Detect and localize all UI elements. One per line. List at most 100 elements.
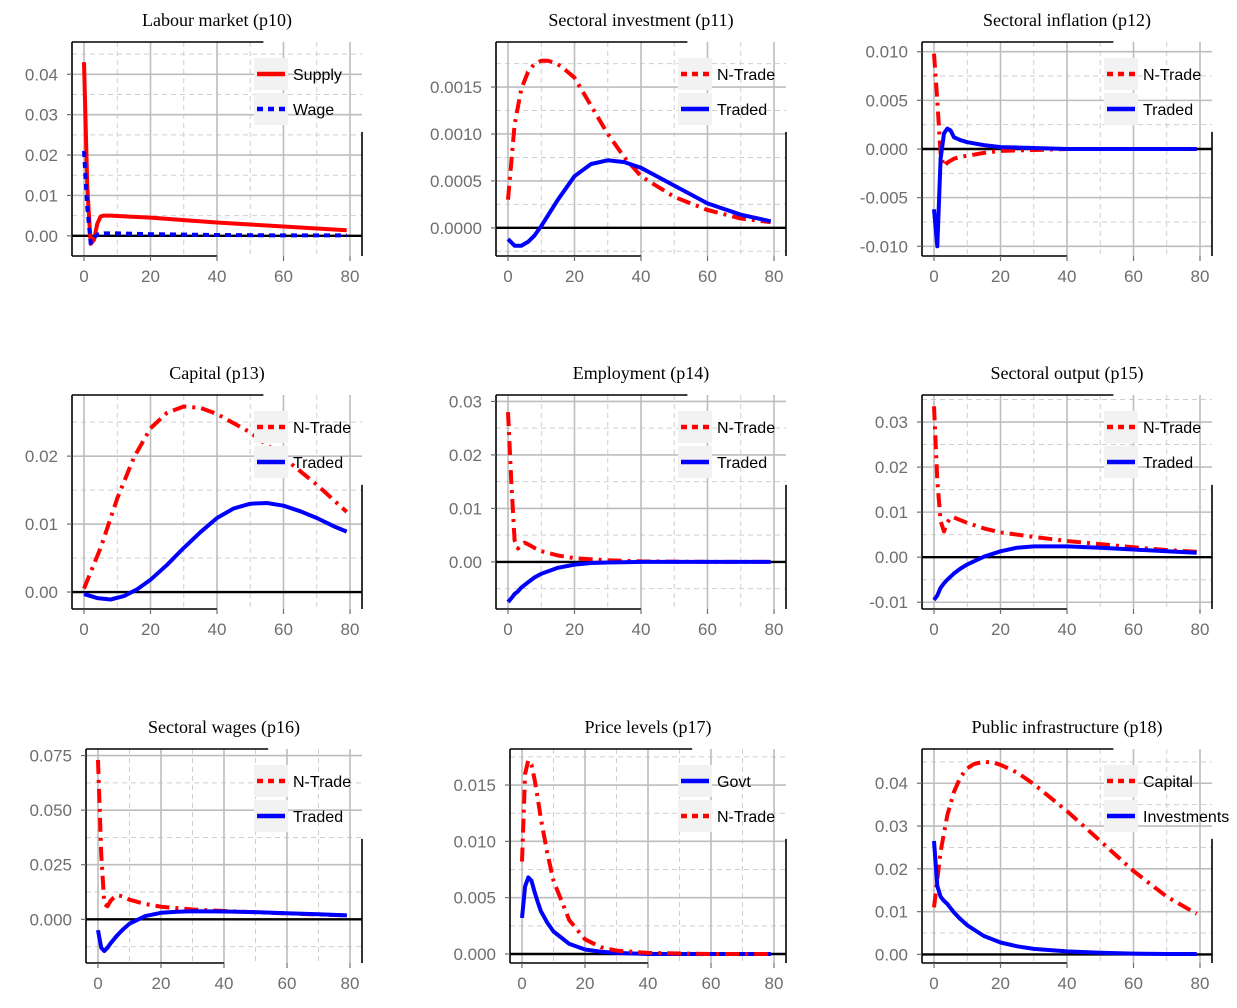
y-tick-label: 0.00 (25, 583, 58, 602)
legend-label: Govt (717, 774, 751, 791)
panel: Labour market (p10) 0 20 40 60 80 0.00 0.01 0.02… (25, 10, 363, 286)
x-tick-label: 20 (152, 974, 171, 993)
x-tick-label: 40 (1058, 267, 1077, 286)
x-tick-label: 60 (1124, 974, 1143, 993)
series-line-supply (82, 62, 347, 246)
series-line-traded (96, 909, 347, 953)
panel: Employment (p14) 0 20 40 60 80 0.00 0.01 0.02 0.0… (449, 363, 787, 639)
panel-title: Sectoral wages (p16) (148, 717, 300, 738)
series-line-traded (506, 158, 772, 248)
y-tick-label: 0.02 (449, 446, 482, 465)
y-tick-label: 0.01 (25, 186, 58, 205)
x-tick-label: 60 (1124, 620, 1143, 639)
y-tick-label: 0.050 (29, 801, 72, 820)
y-tick-label: -0.010 (860, 237, 908, 256)
y-tick-label: 0.03 (25, 106, 58, 125)
y-tick-label: 0.0000 (430, 219, 482, 238)
y-tick-label: 0.02 (25, 447, 58, 466)
legend-label: N-Trade (717, 420, 775, 437)
panel-title: Employment (p14) (573, 363, 709, 384)
x-tick-label: 60 (698, 620, 717, 639)
legend: N-Trade Traded (254, 411, 351, 478)
y-tick-label: 0.0010 (430, 125, 482, 144)
y-tick-label: 0.01 (875, 903, 908, 922)
x-tick-label: 40 (208, 267, 227, 286)
y-tick-label: 0.000 (453, 945, 496, 964)
y-tick-label: 0.01 (449, 499, 482, 518)
x-tick-label: 0 (79, 620, 88, 639)
legend-label: N-Trade (293, 420, 351, 437)
series-line-traded (932, 544, 1197, 602)
y-tick-label: 0.03 (875, 817, 908, 836)
y-tick-label: 0.015 (453, 776, 496, 795)
legend: N-Trade Traded (1104, 411, 1201, 478)
panel-title: Sectoral investment (p11) (548, 10, 733, 31)
y-tick-label: 0.02 (875, 458, 908, 477)
legend: N-Trade Traded (1104, 58, 1201, 125)
y-tick-label: 0.00 (875, 548, 908, 567)
panel: Price levels (p17) 0 20 40 60 80 0.000 0.005 0.0… (453, 717, 787, 993)
series-line-n-trade (932, 406, 1197, 554)
legend-label: Investments (1143, 809, 1229, 826)
legend-label: N-Trade (293, 774, 351, 791)
series-line-traded (932, 126, 1197, 249)
x-tick-label: 60 (698, 267, 717, 286)
x-tick-label: 60 (274, 267, 293, 286)
x-tick-label: 40 (632, 267, 651, 286)
panel-title: Sectoral inflation (p12) (983, 10, 1151, 31)
legend: N-Trade Traded (254, 765, 351, 832)
panel: Public infrastructure (p18) 0 20 40 60 80 0.00… (875, 717, 1229, 993)
panel: Sectoral investment (p11) 0 20 40 60 80 0.0000… (430, 10, 787, 286)
panel: Sectoral inflation (p12) 0 20 40 60 80 -0.010 -… (860, 10, 1213, 286)
y-tick-label: 0.02 (875, 860, 908, 879)
x-tick-label: 40 (1058, 974, 1077, 993)
x-tick-label: 80 (1191, 267, 1210, 286)
legend-label: N-Trade (1143, 420, 1201, 437)
y-tick-label: 0.01 (25, 515, 58, 534)
panel-title: Public infrastructure (p18) (972, 717, 1163, 738)
series-line-n-trade (520, 758, 771, 956)
y-tick-label: 0.010 (453, 832, 496, 851)
x-tick-label: 0 (929, 620, 938, 639)
series-line-govt (520, 875, 771, 956)
x-tick-label: 40 (632, 620, 651, 639)
series-line-wage (82, 150, 347, 246)
x-tick-label: 20 (991, 620, 1010, 639)
y-tick-label: 0.010 (865, 43, 908, 62)
x-tick-label: 0 (503, 620, 512, 639)
x-tick-label: 40 (1058, 620, 1077, 639)
y-tick-label: 0.02 (25, 146, 58, 165)
y-tick-label: 0.01 (875, 503, 908, 522)
x-tick-label: 0 (503, 267, 512, 286)
legend-label: Wage (293, 102, 334, 119)
x-tick-label: 80 (765, 620, 784, 639)
series-line-investments (932, 840, 1197, 956)
y-tick-label: -0.01 (869, 593, 908, 612)
legend: Govt N-Trade (678, 765, 775, 832)
series-line-traded (506, 559, 771, 604)
panel-title: Capital (p13) (169, 363, 264, 384)
panel-title: Price levels (p17) (585, 717, 712, 738)
legend-label: N-Trade (717, 67, 775, 84)
x-tick-label: 20 (141, 267, 160, 286)
x-tick-label: 60 (274, 620, 293, 639)
x-tick-label: 80 (1191, 620, 1210, 639)
y-tick-label: 0.025 (29, 856, 72, 875)
legend-label: N-Trade (717, 809, 775, 826)
x-tick-label: 0 (517, 974, 526, 993)
y-tick-label: 0.005 (865, 91, 908, 110)
x-tick-label: 80 (1191, 974, 1210, 993)
y-tick-label: 0.03 (449, 392, 482, 411)
series-line-capital (932, 759, 1198, 916)
x-tick-label: 0 (929, 267, 938, 286)
series-line-n-trade (506, 58, 771, 225)
y-tick-label: 0.04 (875, 774, 908, 793)
x-tick-label: 20 (565, 620, 584, 639)
legend-label: Capital (1143, 774, 1193, 791)
series-line-traded (83, 501, 348, 602)
x-tick-label: 0 (929, 974, 938, 993)
x-tick-label: 80 (341, 974, 360, 993)
panel-title: Labour market (p10) (142, 10, 292, 31)
legend: N-Trade Traded (678, 58, 775, 125)
